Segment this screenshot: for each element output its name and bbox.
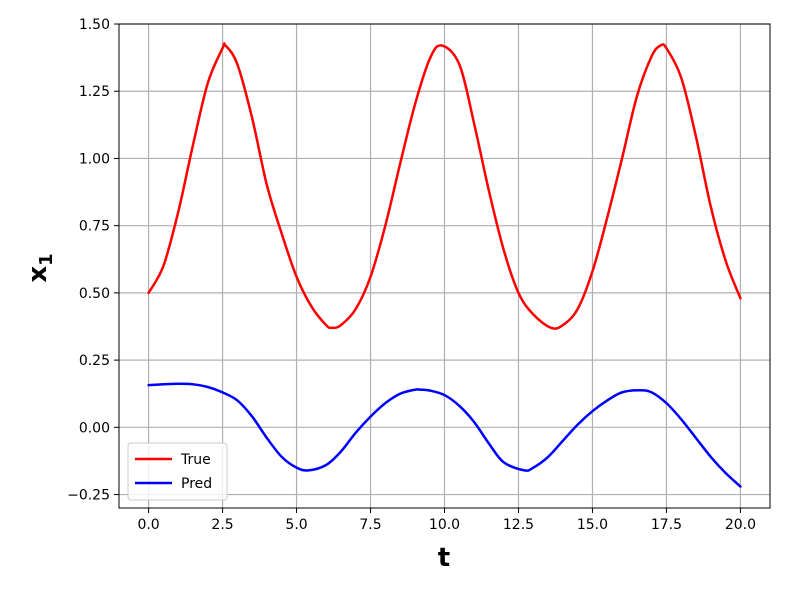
legend-box [127, 442, 228, 501]
y-tick-label: 1.00 [79, 151, 110, 167]
y-tick-label: 1.25 [79, 84, 110, 100]
legend-label-true: True [180, 452, 211, 468]
series-line-true [147, 42, 742, 330]
x-tick-label: 2.5 [211, 517, 233, 533]
y-tick-label: 0.00 [79, 420, 110, 436]
y-tick-label: 0.50 [79, 286, 110, 302]
y-axis-label: x [23, 266, 53, 283]
x-tick-label: 12.5 [503, 517, 534, 533]
series-line-pred [147, 382, 742, 488]
grid [119, 23, 770, 508]
x-tick-label: 0.0 [137, 517, 159, 533]
series-layer [147, 42, 742, 488]
x-tick-label: 17.5 [651, 517, 682, 533]
y-tick-label: 0.25 [79, 353, 110, 369]
x-axis-label: t [438, 543, 450, 573]
x-axis-ticks: 0.0 2.5 5.0 7.5 10.0 12.5 15.0 17.5 20.0 [137, 508, 756, 533]
x-tick-label: 20.0 [725, 517, 756, 533]
y-axis-label-group: x1 [23, 253, 57, 282]
y-axis-label-subscript: 1 [36, 253, 57, 266]
svg-text:x1: x1 [23, 253, 57, 282]
x-tick-label: 5.0 [285, 517, 307, 533]
x-tick-label: 10.0 [429, 517, 460, 533]
y-tick-label: −0.25 [67, 488, 110, 504]
y-tick-label: 0.75 [79, 219, 110, 235]
x-tick-label: 15.0 [577, 517, 608, 533]
x-tick-label: 7.5 [359, 517, 381, 533]
y-axis-ticks: −0.25 0.00 0.25 0.50 0.75 1.00 1.25 1.50 [67, 17, 119, 504]
legend: True Pred [127, 442, 228, 501]
y-tick-label: 1.50 [79, 17, 110, 33]
legend-label-pred: Pred [181, 476, 212, 492]
